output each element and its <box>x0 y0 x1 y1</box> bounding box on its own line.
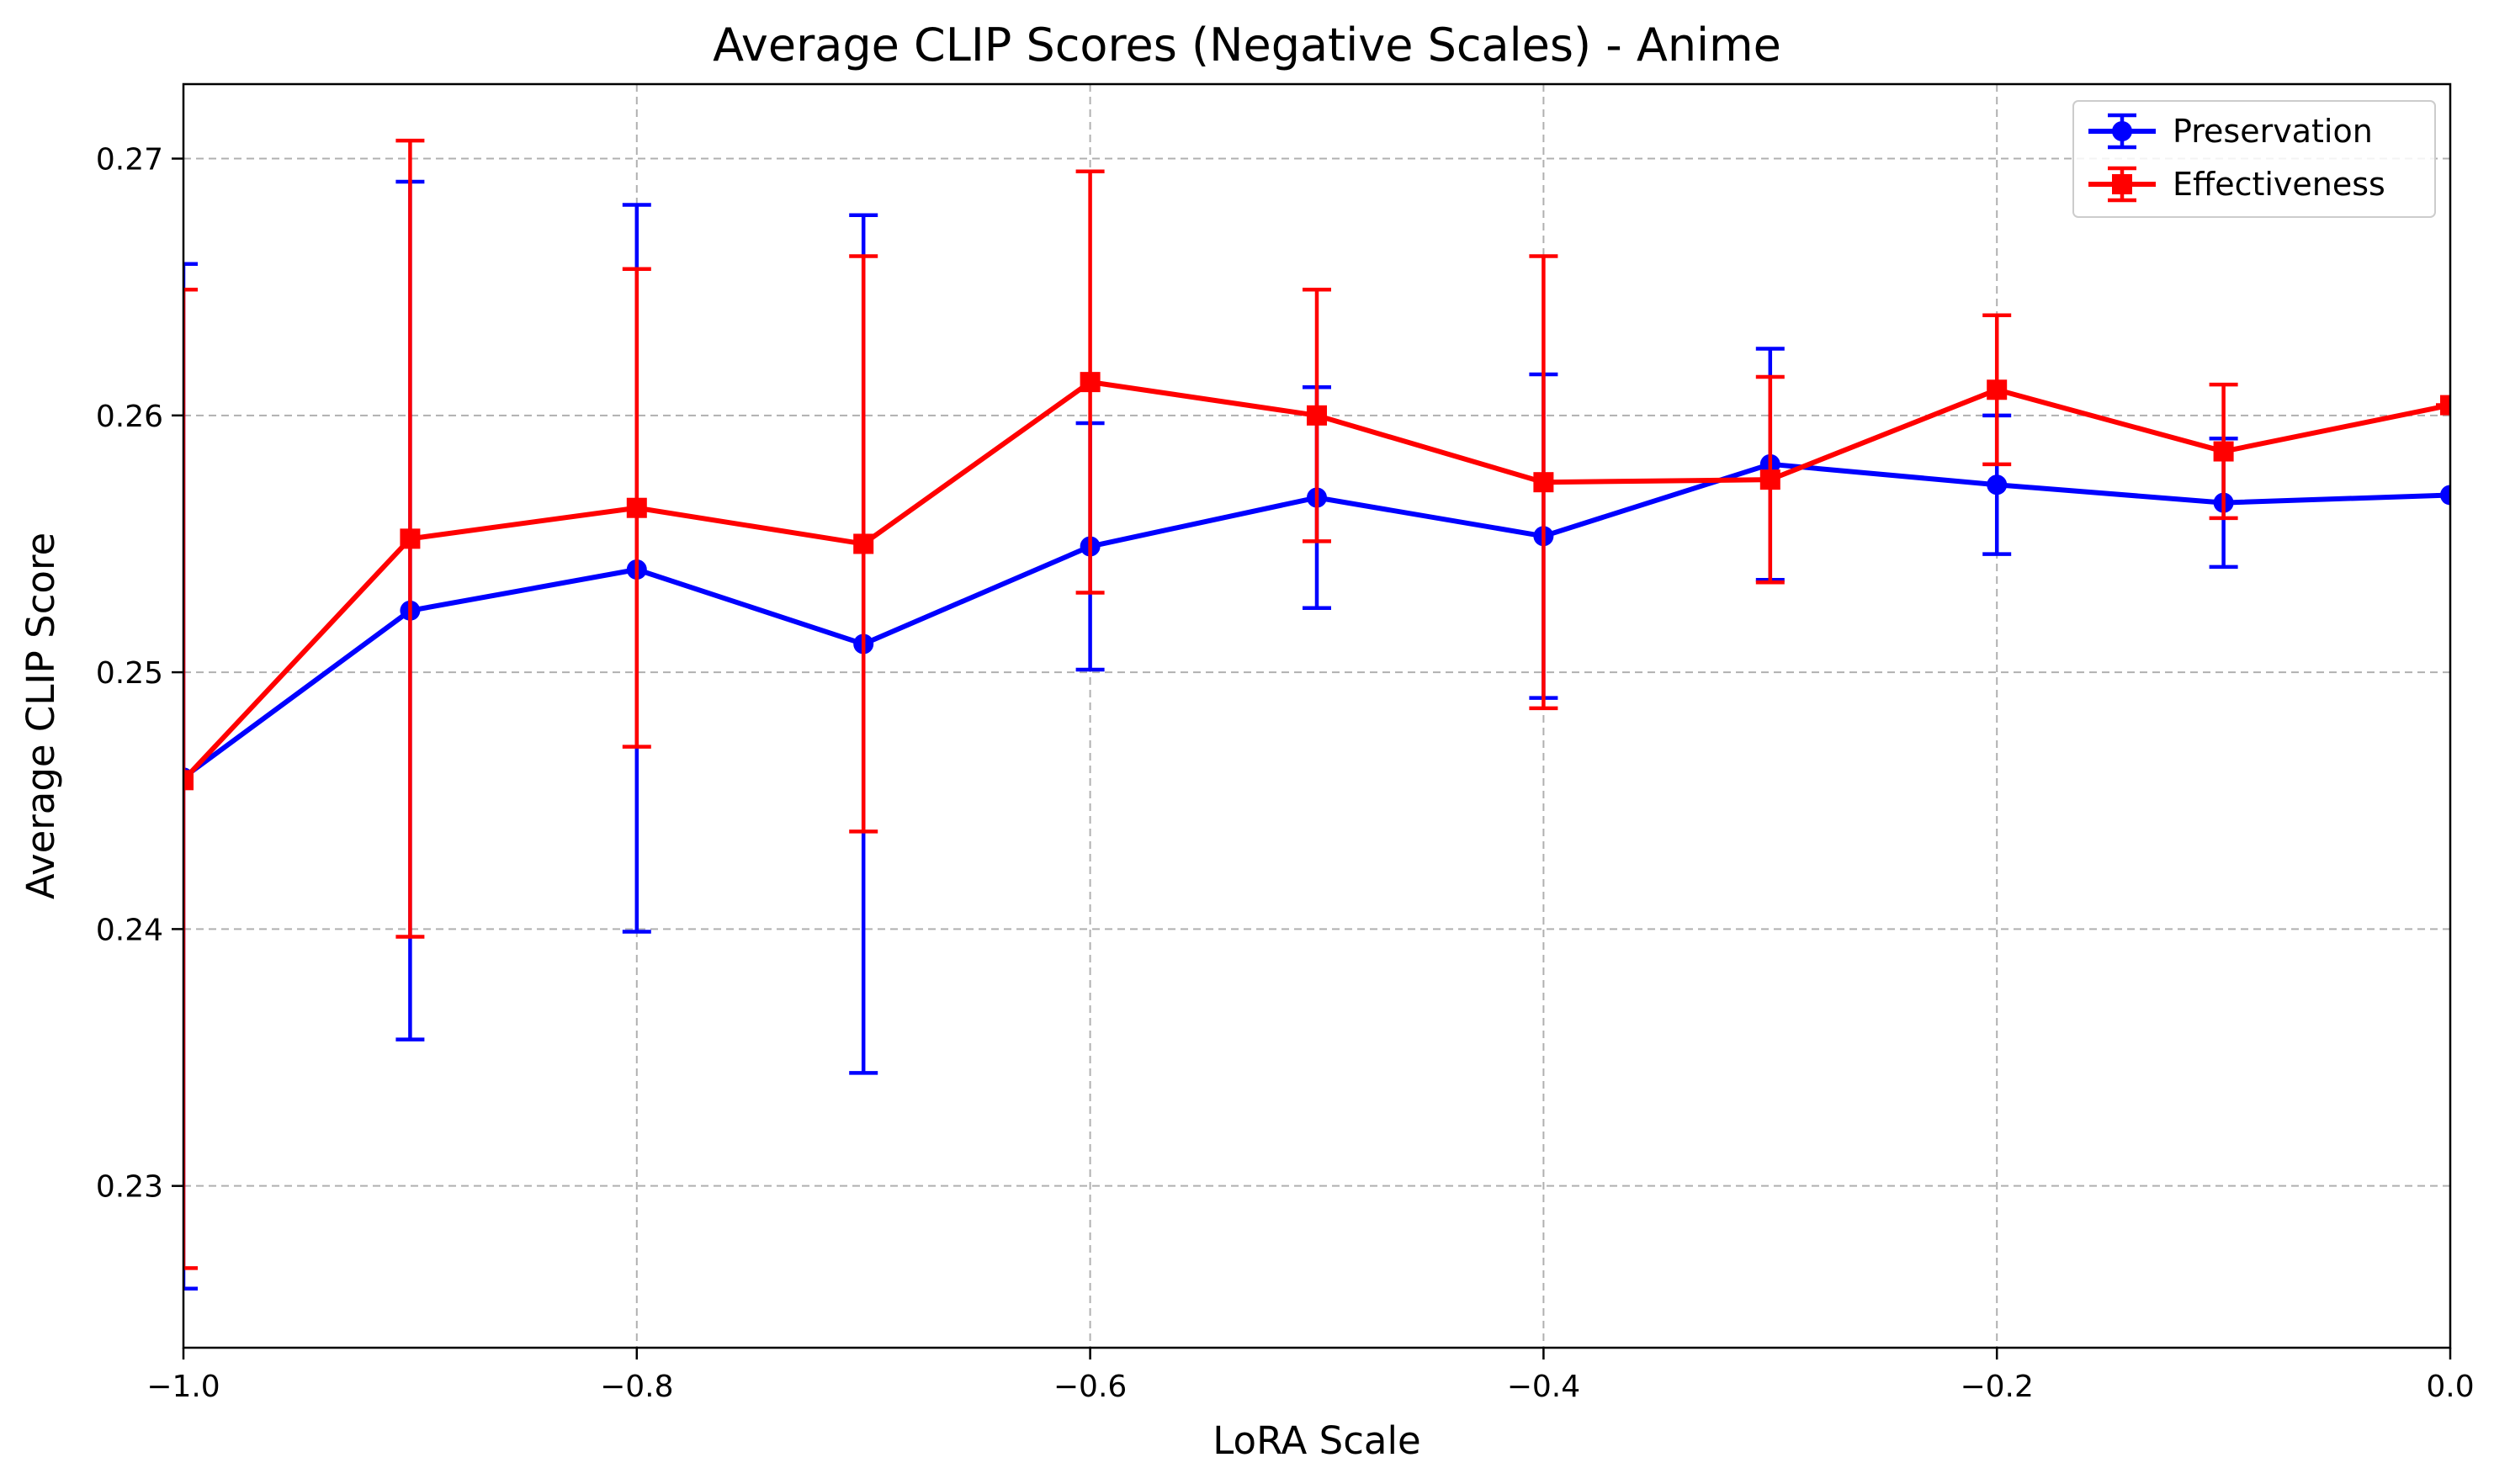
x-tick-label: −0.6 <box>1053 1370 1127 1404</box>
y-tick-label: 0.24 <box>96 913 163 947</box>
plot-frame <box>182 82 2452 1349</box>
legend-item-preservation: Preservation <box>2088 113 2373 150</box>
data-point <box>400 528 421 549</box>
legend-label: Effectiveness <box>2173 166 2385 203</box>
x-tick-label: −0.2 <box>1960 1370 2033 1404</box>
y-tick-label: 0.25 <box>96 656 163 691</box>
data-point <box>2440 395 2450 416</box>
data-point <box>2440 485 2450 506</box>
data-point <box>1307 405 1327 426</box>
data-point <box>2213 441 2234 462</box>
chart-title: Average CLIP Scores (Negative Scales) - … <box>713 19 1781 72</box>
y-tick-label: 0.27 <box>96 143 163 178</box>
x-tick-label: −0.8 <box>600 1370 673 1404</box>
y-tick-label: 0.23 <box>96 1170 163 1205</box>
legend-marker <box>2112 121 2132 141</box>
data-point <box>853 533 874 554</box>
y-axis-label: Average CLIP Score <box>19 533 63 899</box>
legend: Preservation Effectiveness <box>2072 100 2436 218</box>
data-point <box>1080 372 1101 393</box>
x-tick-label: −0.4 <box>1507 1370 1580 1404</box>
legend-label: Preservation <box>2173 113 2373 150</box>
x-axis-label: LoRA Scale <box>1213 1418 1420 1463</box>
data-point <box>1759 469 1780 490</box>
data-point <box>183 770 194 791</box>
data-point <box>1533 472 1554 493</box>
legend-item-effectiveness: Effectiveness <box>2088 166 2385 203</box>
y-tick-label: 0.26 <box>96 400 163 434</box>
series-layer <box>183 138 2450 1291</box>
legend-marker <box>2112 174 2132 194</box>
axis-ticks: −1.0 −0.8 −0.6 −0.4 −0.2 0.0 0.23 0.24 0.25 0.26 0… <box>96 143 2475 1404</box>
legend-box <box>2072 100 2436 218</box>
series-effectiveness <box>183 138 2450 1270</box>
data-point <box>626 497 647 518</box>
data-point <box>1987 379 2008 400</box>
x-tick-label: −1.0 <box>146 1370 220 1404</box>
data-point <box>1987 474 2008 496</box>
x-tick-label: 0.0 <box>2426 1370 2474 1404</box>
